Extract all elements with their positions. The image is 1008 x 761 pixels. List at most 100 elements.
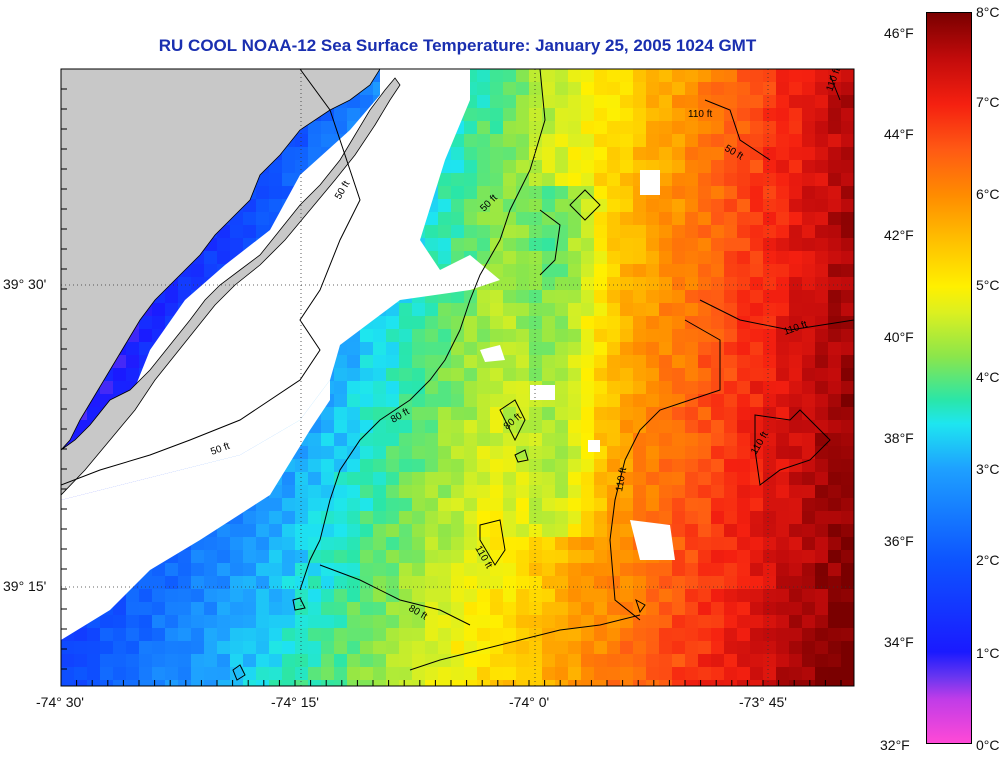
sst-pixel	[477, 433, 490, 446]
sst-pixel	[672, 355, 685, 368]
sst-pixel	[685, 264, 698, 277]
sst-pixel	[581, 420, 594, 433]
sst-pixel	[750, 173, 763, 186]
sst-pixel	[763, 342, 776, 355]
sst-pixel	[594, 680, 607, 686]
sst-pixel	[841, 355, 854, 368]
sst-pixel	[685, 368, 698, 381]
sst-pixel	[659, 69, 672, 82]
sst-pixel	[334, 433, 347, 446]
sst-pixel	[815, 615, 828, 628]
sst-pixel	[633, 446, 646, 459]
sst-pixel	[581, 316, 594, 329]
sst-pixel	[230, 641, 243, 654]
sst-pixel	[815, 329, 828, 342]
sst-pixel	[789, 420, 802, 433]
sst-pixel	[451, 368, 464, 381]
sst-pixel	[360, 550, 373, 563]
sst-pixel	[776, 277, 789, 290]
sst-pixel	[802, 212, 815, 225]
sst-pixel	[802, 680, 815, 686]
sst-pixel	[776, 576, 789, 589]
sst-pixel	[737, 277, 750, 290]
sst-pixel	[594, 563, 607, 576]
sst-pixel	[581, 368, 594, 381]
sst-pixel	[776, 290, 789, 303]
sst-pixel	[438, 381, 451, 394]
sst-pixel	[321, 667, 334, 680]
sst-pixel	[191, 667, 204, 680]
sst-pixel	[464, 381, 477, 394]
sst-pixel	[594, 225, 607, 238]
sst-pixel	[464, 654, 477, 667]
sst-pixel	[503, 641, 516, 654]
sst-pixel	[217, 667, 230, 680]
sst-pixel	[620, 342, 633, 355]
sst-pixel	[399, 589, 412, 602]
sst-pixel	[776, 628, 789, 641]
sst-pixel	[698, 563, 711, 576]
sst-pixel	[438, 680, 451, 686]
sst-pixel	[451, 199, 464, 212]
sst-pixel	[620, 251, 633, 264]
sst-pixel	[698, 589, 711, 602]
sst-pixel	[568, 316, 581, 329]
sst-pixel	[763, 394, 776, 407]
sst-pixel	[737, 290, 750, 303]
sst-pixel	[672, 95, 685, 108]
sst-pixel	[672, 667, 685, 680]
sst-pixel	[711, 303, 724, 316]
sst-pixel	[477, 524, 490, 537]
sst-pixel	[737, 368, 750, 381]
sst-pixel	[737, 82, 750, 95]
sst-pixel	[412, 407, 425, 420]
sst-pixel	[217, 680, 230, 686]
sst-pixel	[425, 238, 438, 251]
sst-pixel	[659, 290, 672, 303]
sst-pixel	[633, 420, 646, 433]
sst-pixel	[438, 563, 451, 576]
sst-pixel	[321, 420, 334, 433]
sst-pixel	[698, 576, 711, 589]
sst-pixel	[763, 212, 776, 225]
sst-pixel	[659, 173, 672, 186]
sst-pixel	[581, 472, 594, 485]
sst-pixel	[568, 264, 581, 277]
sst-pixel	[581, 537, 594, 550]
sst-pixel	[620, 394, 633, 407]
sst-pixel	[711, 108, 724, 121]
sst-pixel	[698, 381, 711, 394]
sst-pixel	[594, 121, 607, 134]
sst-pixel	[815, 173, 828, 186]
sst-pixel	[386, 316, 399, 329]
sst-pixel	[828, 82, 841, 95]
sst-pixel	[386, 563, 399, 576]
sst-pixel	[490, 82, 503, 95]
sst-pixel	[685, 199, 698, 212]
sst-pixel	[776, 316, 789, 329]
sst-pixel	[516, 407, 529, 420]
sst-pixel	[685, 498, 698, 511]
sst-pixel	[555, 563, 568, 576]
sst-pixel	[373, 524, 386, 537]
sst-pixel	[581, 121, 594, 134]
sst-pixel	[594, 498, 607, 511]
sst-pixel	[555, 329, 568, 342]
sst-pixel	[243, 667, 256, 680]
sst-pixel	[828, 602, 841, 615]
sst-pixel	[516, 602, 529, 615]
sst-pixel	[308, 680, 321, 686]
sst-pixel	[841, 667, 854, 680]
sst-pixel	[373, 394, 386, 407]
sst-pixel	[217, 238, 230, 251]
sst-pixel	[334, 511, 347, 524]
sst-pixel	[750, 537, 763, 550]
sst-pixel	[776, 485, 789, 498]
lat-tick-label: 39° 30'	[3, 276, 47, 292]
sst-pixel	[802, 381, 815, 394]
sst-pixel	[802, 498, 815, 511]
sst-pixel	[607, 654, 620, 667]
sst-pixel	[516, 69, 529, 82]
sst-pixel	[724, 342, 737, 355]
sst-pixel	[568, 498, 581, 511]
